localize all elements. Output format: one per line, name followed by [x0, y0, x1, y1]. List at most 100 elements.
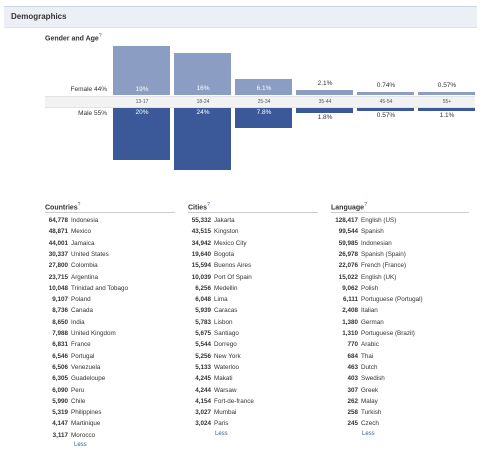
- item-count: 15,022: [338, 273, 358, 281]
- list-item: 26,978 Spanish (Spain): [330, 249, 406, 260]
- list-item: 55,332 Jakarta: [187, 215, 235, 226]
- item-count: 10,048: [48, 284, 68, 292]
- countries-less-link[interactable]: Less: [74, 442, 87, 448]
- age-band: [45, 96, 475, 108]
- list-item: 59,985 Indonesian: [330, 238, 392, 249]
- item-name: United Kingdom: [71, 330, 116, 337]
- item-name: Canada: [71, 307, 94, 315]
- help-icon[interactable]: ?: [207, 202, 210, 208]
- list-item: 5,990 Chile: [44, 396, 85, 407]
- list-item: 9,062 Polish: [330, 283, 378, 294]
- female-pct-label: 16%: [196, 85, 210, 92]
- item-name: Philippines: [71, 409, 102, 417]
- list-item: 258 Turkish: [330, 407, 381, 418]
- item-count: 463: [347, 363, 358, 371]
- list-item: 5,939 Caracas: [187, 305, 237, 316]
- male-pct-label: 7.8%: [256, 109, 272, 116]
- male-bar: [357, 108, 414, 111]
- item-name: Greek: [361, 386, 379, 394]
- list-item: 9,107 Poland: [44, 294, 90, 305]
- list-item: 6,305 Guadeloupe: [44, 373, 105, 384]
- demographics-header: Demographics: [4, 6, 477, 28]
- item-count: 3,027: [195, 409, 211, 417]
- item-count: 26,978: [338, 250, 358, 258]
- item-count: 6,048: [195, 296, 211, 304]
- item-name: Waterloo: [214, 363, 239, 371]
- list-item: 307 Greek: [330, 385, 378, 396]
- language-less-link[interactable]: Less: [362, 431, 375, 437]
- item-name: Lisbon: [214, 318, 233, 326]
- item-count: 4,154: [195, 397, 211, 405]
- female-bar: [296, 89, 353, 95]
- item-name: German: [361, 318, 384, 326]
- female-bar: [418, 92, 475, 95]
- item-name: Indonesia: [71, 217, 99, 224]
- list-item: 15,022 English (UK): [330, 272, 397, 283]
- cities-title-text: Cities: [188, 204, 208, 212]
- item-count: 4,147: [52, 420, 68, 428]
- item-count: 10,039: [191, 273, 211, 281]
- female-bar: [174, 53, 231, 95]
- list-item: 1,380 German: [330, 317, 384, 328]
- list-item: 44,001 Jamaica: [44, 238, 95, 249]
- item-name: Caracas: [214, 307, 238, 315]
- item-count: 6,090: [52, 386, 68, 394]
- item-name: Spanish (Spain): [361, 250, 406, 258]
- item-count: 59,985: [338, 239, 358, 247]
- item-name: Portuguese (Brazil): [361, 330, 415, 337]
- list-item: 99,544 Spanish: [330, 226, 384, 237]
- list-item: 403 Swedish: [330, 373, 384, 384]
- item-count: 27,800: [48, 262, 68, 270]
- item-name: France: [71, 341, 91, 349]
- item-count: 5,990: [52, 397, 68, 405]
- list-item: 6,256 Medellin: [187, 283, 237, 294]
- item-name: Portugal: [71, 352, 95, 360]
- item-count: 7,988: [52, 330, 68, 337]
- countries-title: Countries?: [45, 202, 80, 211]
- list-item: 30,337 United States: [44, 249, 109, 260]
- item-count: 99,544: [338, 228, 358, 236]
- cities-less-link[interactable]: Less: [215, 431, 228, 437]
- item-name: Buenos Aires: [214, 262, 252, 270]
- list-item: 5,319 Philippines: [44, 407, 101, 418]
- list-item: 5,783 Lisbon: [187, 317, 233, 328]
- item-count: 64,778: [48, 217, 68, 224]
- item-count: 262: [347, 397, 358, 405]
- help-icon[interactable]: ?: [77, 202, 81, 208]
- item-count: 245: [347, 420, 358, 428]
- age-group-label: 13-17: [135, 99, 149, 105]
- item-name: Polish: [361, 284, 379, 292]
- list-item: 245 Czech: [330, 418, 378, 429]
- list-item: 6,506 Venezuela: [44, 362, 100, 373]
- item-name: Malay: [361, 397, 378, 405]
- female-label-text: Female: [70, 86, 93, 93]
- item-name: Martinique: [71, 420, 101, 428]
- help-icon[interactable]: ?: [364, 202, 367, 208]
- item-name: Fort-de-france: [214, 397, 254, 405]
- list-item: 10,039 Port Of Spain: [187, 272, 252, 283]
- item-count: 684: [347, 352, 358, 360]
- item-count: 6,305: [52, 375, 68, 383]
- item-name: Bogota: [214, 250, 234, 258]
- list-item: 27,800 Colombia: [44, 260, 98, 271]
- list-item: 6,090 Peru: [44, 385, 84, 396]
- item-name: Trinidad and Tobago: [71, 284, 129, 292]
- list-item: 48,871 Mexico: [44, 226, 91, 237]
- list-item: 2,408 Italian: [330, 305, 378, 316]
- item-name: Port Of Spain: [214, 273, 252, 281]
- item-count: 4,245: [195, 375, 211, 383]
- list-item: 6,111 Portuguese (Portugal): [330, 294, 423, 305]
- help-icon[interactable]: ?: [98, 33, 102, 39]
- item-name: Colombia: [71, 262, 98, 270]
- item-count: 5,133: [195, 363, 211, 371]
- list-item: 4,245 Makati: [187, 373, 232, 384]
- gender-age-title: Gender and Age?: [45, 33, 102, 42]
- cities-divider: [188, 212, 318, 213]
- list-item: 4,154 Fort-de-france: [187, 396, 254, 407]
- male-bar: [296, 108, 353, 113]
- item-count: 3,117: [52, 431, 68, 439]
- female-pct-label: 6.1%: [256, 85, 272, 92]
- list-item: 19,640 Bogota: [187, 249, 234, 260]
- list-item: 128,417 English (US): [330, 215, 396, 226]
- item-name: Dorrego: [214, 341, 237, 349]
